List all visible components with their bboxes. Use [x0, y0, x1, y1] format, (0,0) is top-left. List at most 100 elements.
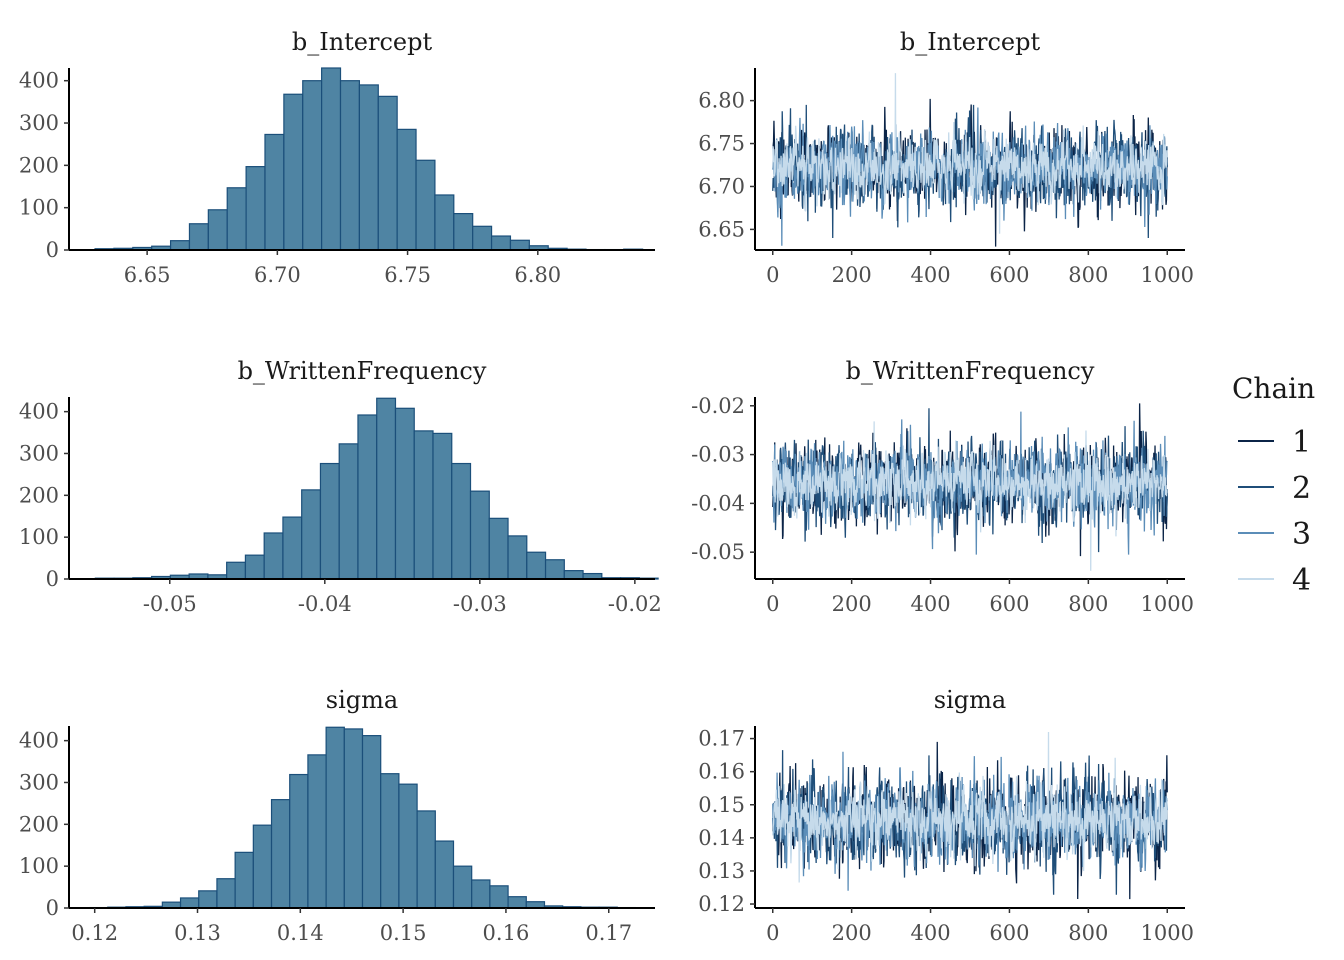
x-tick-label: 6.70 — [254, 263, 301, 287]
histogram-bar — [526, 551, 547, 580]
x-tick-label: 200 — [832, 263, 872, 287]
y-tick-label: 0 — [46, 238, 59, 262]
histogram-bar — [188, 223, 209, 251]
histogram-bar — [453, 213, 474, 251]
y-tick-label: 6.75 — [698, 132, 745, 156]
y-tick-label: 300 — [19, 441, 59, 465]
histogram-bar — [307, 754, 327, 909]
panel-5-bar: sigma 0 100 200 300 400 0.12 0.13 0.14 0.15 0.16 0.… — [19, 686, 655, 945]
histogram-bar — [413, 430, 434, 580]
panel-title: sigma — [326, 686, 398, 714]
x-tick-label: 1000 — [1141, 921, 1194, 945]
x-tick-label: 1000 — [1141, 263, 1194, 287]
histogram-bar — [544, 559, 565, 580]
x-tick-label: 400 — [911, 263, 951, 287]
trace-chain-4 — [772, 731, 1168, 883]
histogram-bar — [263, 532, 284, 580]
histogram-bar — [244, 554, 265, 580]
histogram-bars — [94, 67, 644, 251]
histogram-bar — [396, 128, 417, 251]
y-tick-label: 6.80 — [698, 89, 745, 113]
x-tick-label: 200 — [832, 592, 872, 616]
x-tick-label: 600 — [989, 921, 1029, 945]
panel-2-line: b_Intercept 6.65 6.70 6.75 6.80 0 200 400 600 800… — [698, 28, 1194, 287]
histogram-bar — [301, 489, 322, 580]
x-tick-label: 600 — [989, 263, 1029, 287]
x-tick-label: 400 — [911, 592, 951, 616]
x-tick-label: -0.04 — [298, 592, 352, 616]
histogram-bar — [252, 824, 273, 909]
y-tick-label: -0.03 — [691, 443, 745, 467]
histogram-bar — [507, 896, 527, 909]
legend-label: 3 — [1292, 517, 1311, 552]
trace-lines — [772, 731, 1168, 900]
histogram-bar — [321, 67, 342, 251]
histogram-bar — [319, 462, 340, 580]
legend-label: 1 — [1292, 425, 1311, 460]
y-tick-label: 0.16 — [698, 760, 745, 784]
histogram-bar — [563, 570, 584, 580]
histogram-bar — [338, 443, 359, 580]
x-tick-label: 1000 — [1141, 592, 1194, 616]
panel-title: b_WrittenFrequency — [238, 357, 487, 385]
histogram-bar — [361, 735, 382, 909]
histogram-bar — [179, 897, 200, 909]
histogram-bar — [198, 890, 218, 909]
x-tick-label: 0.15 — [380, 921, 427, 945]
panel-title: b_Intercept — [900, 28, 1041, 56]
legend-title: Chain — [1232, 372, 1315, 405]
histogram-bar — [339, 80, 360, 251]
y-tick-label: 0.15 — [698, 793, 745, 817]
trace-lines — [772, 403, 1168, 571]
histogram-bar — [226, 561, 247, 580]
histogram-bar — [270, 799, 291, 909]
histogram-bar — [216, 878, 236, 909]
x-tick-label: 200 — [832, 921, 872, 945]
histogram-bar — [234, 851, 254, 909]
x-tick-label: 0.14 — [277, 921, 324, 945]
x-tick-label: 0 — [766, 592, 779, 616]
y-tick-label: 400 — [19, 400, 59, 424]
panel-title: sigma — [934, 686, 1006, 714]
histogram-bar — [264, 133, 285, 251]
chain-legend: Chain 1 2 3 4 — [1232, 372, 1315, 598]
y-tick-label: 100 — [19, 525, 59, 549]
x-tick-label: -0.05 — [143, 592, 197, 616]
x-tick-label: 600 — [989, 592, 1029, 616]
panel-4-line: b_WrittenFrequency -0.05 -0.04 -0.03 -0.02 0 2… — [691, 357, 1194, 616]
histogram-bar — [432, 432, 453, 580]
histogram-bar — [394, 407, 415, 580]
histogram-bar — [507, 535, 528, 580]
histogram-bar — [289, 773, 309, 909]
y-tick-label: 0.14 — [698, 826, 745, 850]
histogram-bar — [283, 93, 304, 251]
histogram-bar — [472, 225, 493, 251]
histogram-bar — [452, 865, 473, 909]
y-tick-label: 200 — [19, 483, 59, 507]
x-tick-label: 0.17 — [585, 921, 632, 945]
y-tick-label: 6.70 — [698, 174, 745, 198]
y-tick-label: 200 — [19, 812, 59, 836]
histogram-bar — [398, 783, 418, 909]
histogram-bar — [358, 84, 379, 251]
histogram-bar — [343, 728, 364, 909]
histogram-bar — [490, 235, 512, 251]
panel-title: b_Intercept — [292, 28, 433, 56]
x-tick-label: 0.16 — [483, 921, 530, 945]
histogram-bar — [377, 95, 398, 251]
x-tick-label: 6.75 — [384, 263, 431, 287]
panel-1-bar: b_Intercept 0 100 200 300 400 6.65 6.70 6.75 6.80 — [19, 28, 655, 287]
histogram-bar — [434, 194, 455, 251]
legend-label: 4 — [1292, 563, 1311, 598]
legend-label: 2 — [1292, 471, 1311, 506]
histogram-bar — [451, 462, 472, 580]
histogram-bar — [226, 187, 247, 251]
histogram-bar — [469, 490, 490, 580]
histogram-bars — [94, 397, 659, 580]
histogram-bar — [169, 240, 191, 251]
histogram-bar — [380, 773, 400, 909]
y-tick-label: 6.65 — [698, 217, 745, 241]
x-tick-label: 6.80 — [514, 263, 561, 287]
histogram-bar — [302, 80, 323, 251]
